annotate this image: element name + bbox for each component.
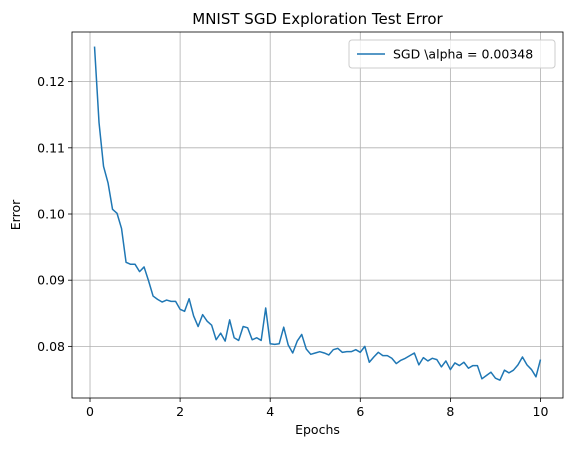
y-tick-label: 0.11 (37, 140, 65, 155)
chart-title: MNIST SGD Exploration Test Error (192, 10, 443, 28)
y-axis-label: Error (8, 199, 23, 230)
legend: SGD \alpha = 0.00348 (348, 39, 556, 69)
x-tick-label: 0 (86, 404, 94, 419)
x-tick-label: 4 (266, 404, 274, 419)
grid (72, 32, 563, 398)
legend-label: SGD \alpha = 0.00348 (393, 47, 533, 62)
x-tick-label: 8 (446, 404, 454, 419)
y-tick-label: 0.09 (37, 273, 65, 288)
series-layer (93, 46, 542, 381)
x-tick-label: 2 (176, 404, 184, 419)
y-tick-label: 0.10 (37, 207, 65, 222)
plot-area (72, 32, 563, 398)
x-axis-label: Epochs (295, 422, 340, 437)
series-line-0 (93, 46, 542, 381)
y-tick-label: 0.08 (37, 339, 65, 354)
x-tick-label: 10 (533, 404, 549, 419)
axes-frame (71, 31, 564, 399)
legend-box (348, 39, 556, 69)
x-tick-label: 6 (356, 404, 364, 419)
ticks: 0 2 4 6 8 10 0.08 0.09 0.10 0.11 0.12 (37, 74, 548, 419)
y-tick-label: 0.12 (37, 74, 65, 89)
